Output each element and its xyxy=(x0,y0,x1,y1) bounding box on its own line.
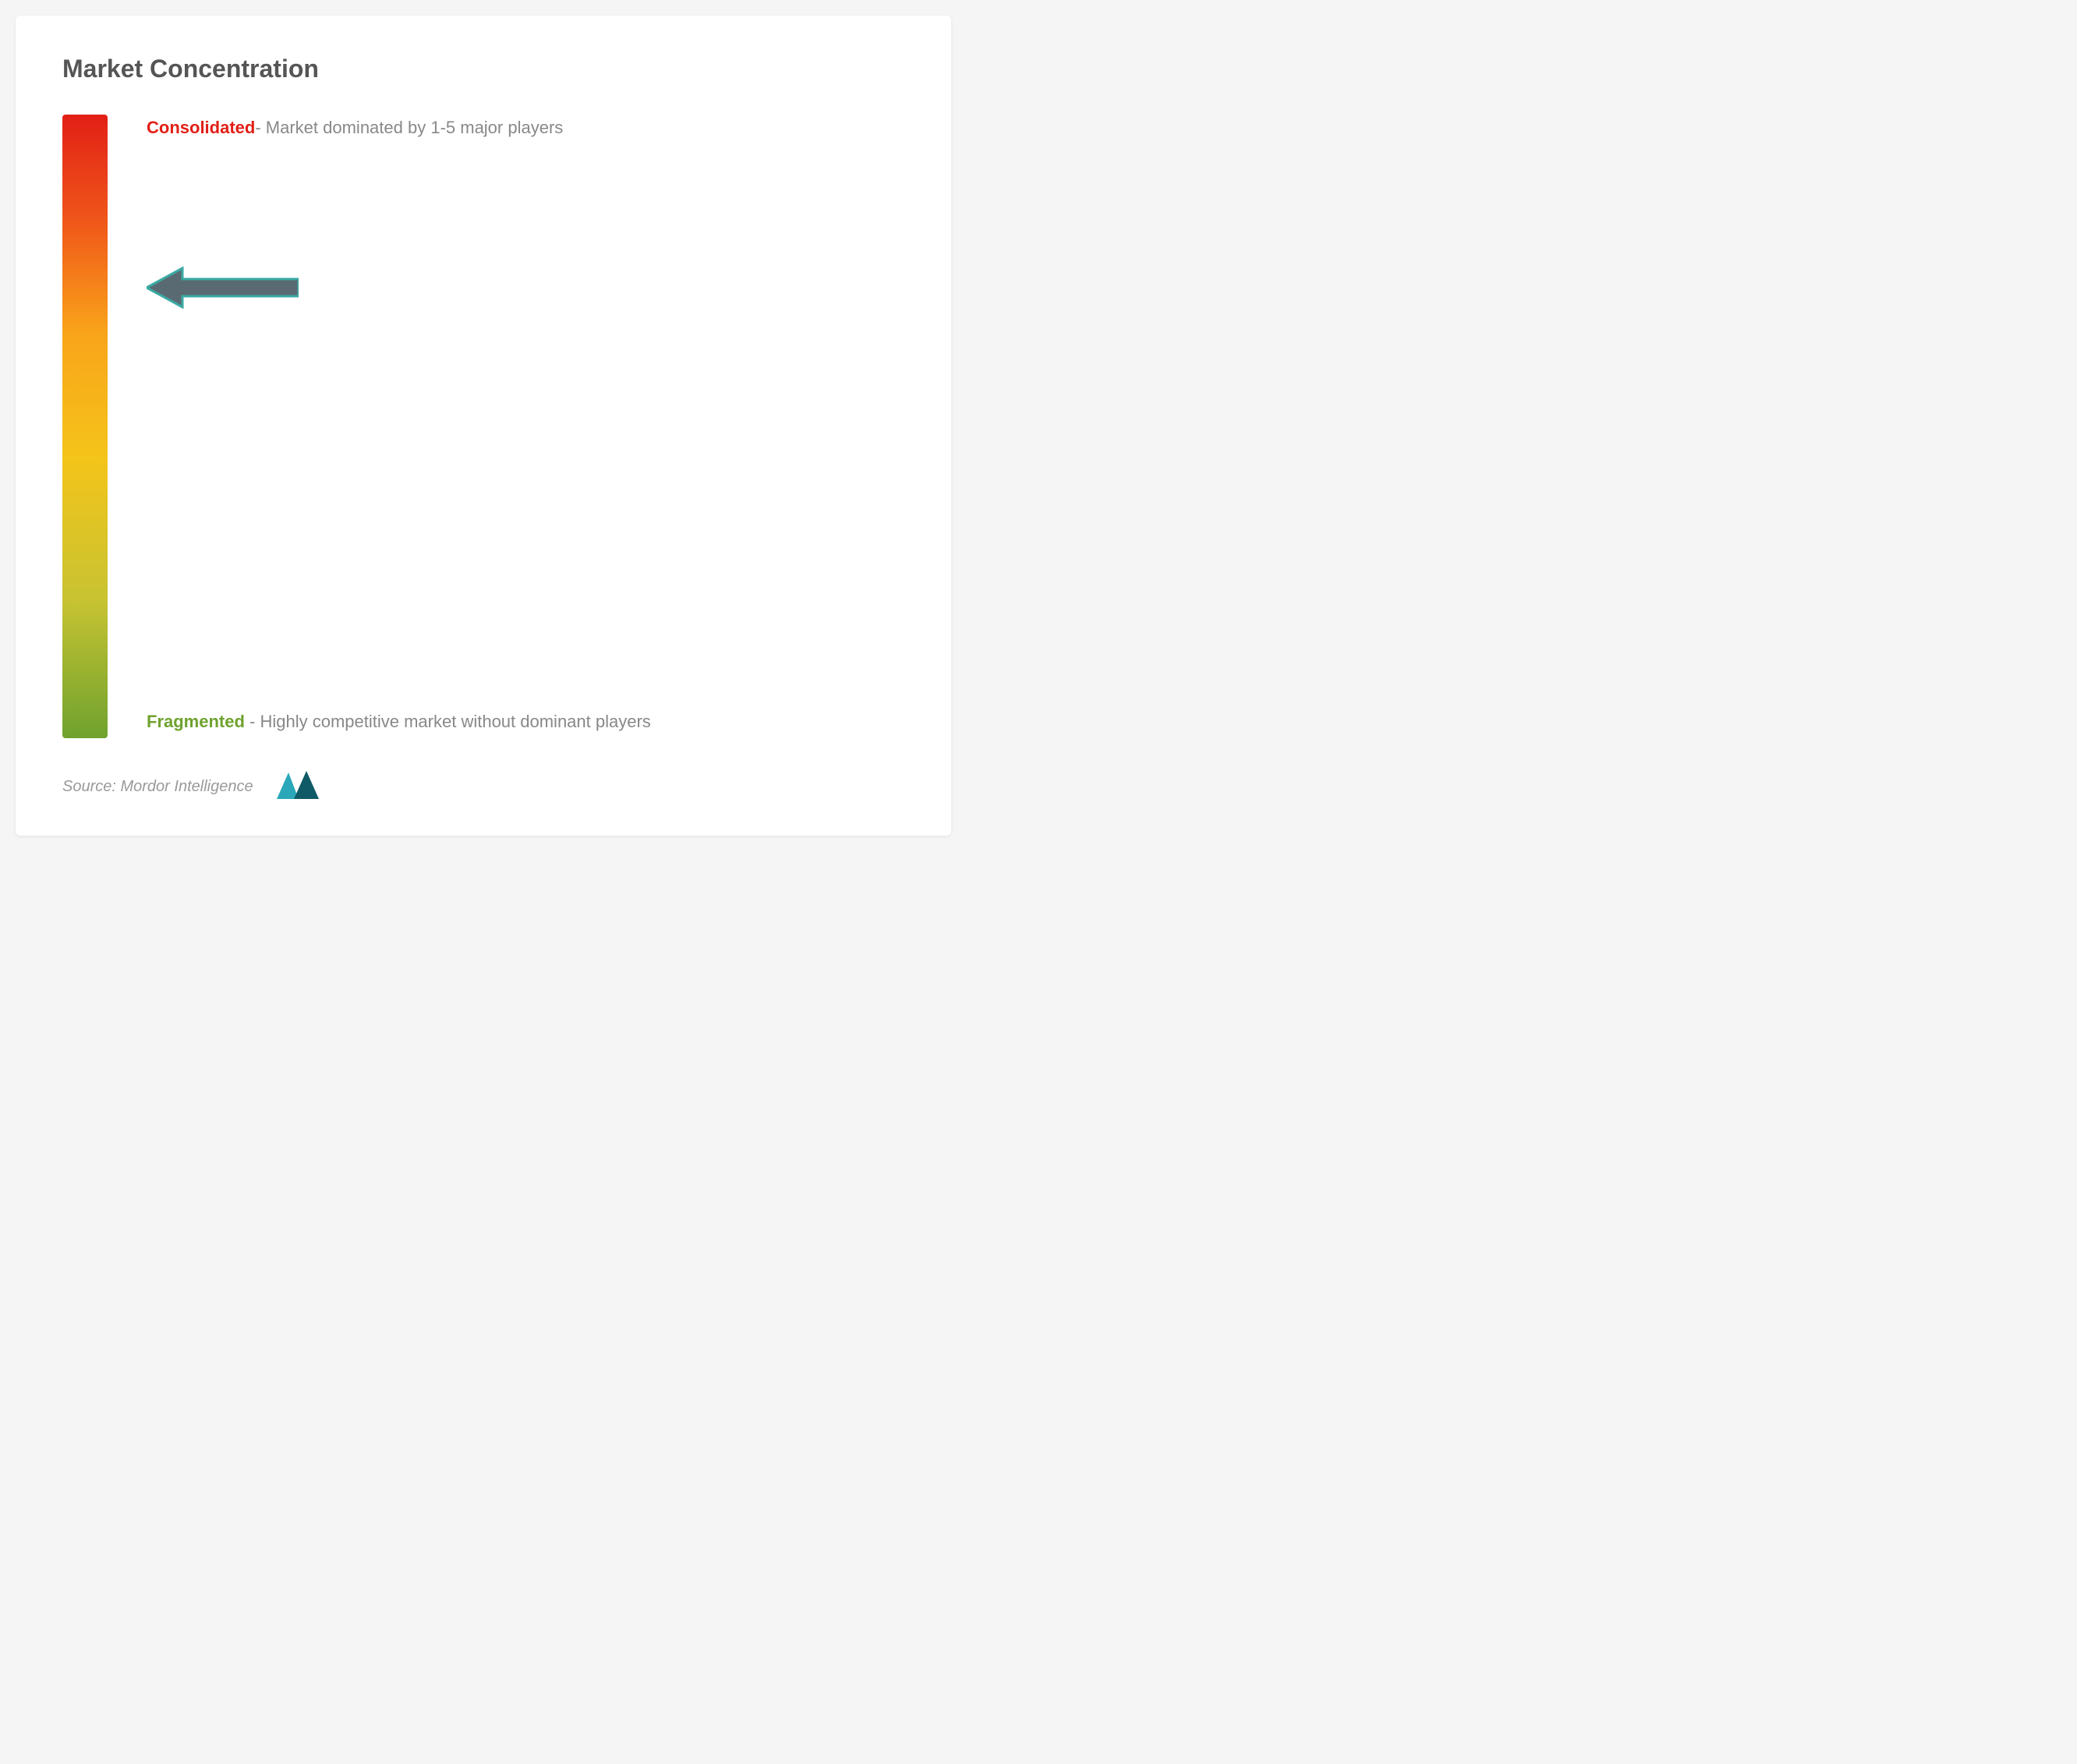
consolidated-description: - Market dominated by 1-5 major players xyxy=(255,118,563,137)
labels-area: Consolidated- Market dominated by 1-5 ma… xyxy=(147,115,904,738)
arrow-left-icon xyxy=(147,267,299,309)
fragmented-label: Fragmented - Highly competitive market w… xyxy=(147,705,651,738)
mordor-logo-icon xyxy=(275,769,322,804)
fragmented-keyword: Fragmented xyxy=(147,712,245,731)
source-text: Source: Mordor Intelligence xyxy=(62,778,253,796)
concentration-gradient-bar xyxy=(62,115,108,738)
content-row: Consolidated- Market dominated by 1-5 ma… xyxy=(62,115,904,738)
fragmented-description: - Highly competitive market without domi… xyxy=(245,712,651,731)
position-arrow xyxy=(147,267,299,309)
market-concentration-card: Market Concentration Consolidated- Marke… xyxy=(16,16,951,836)
card-footer: Source: Mordor Intelligence xyxy=(62,769,904,804)
consolidated-label: Consolidated- Market dominated by 1-5 ma… xyxy=(147,115,563,140)
card-title: Market Concentration xyxy=(62,55,904,83)
consolidated-keyword: Consolidated xyxy=(147,118,255,137)
